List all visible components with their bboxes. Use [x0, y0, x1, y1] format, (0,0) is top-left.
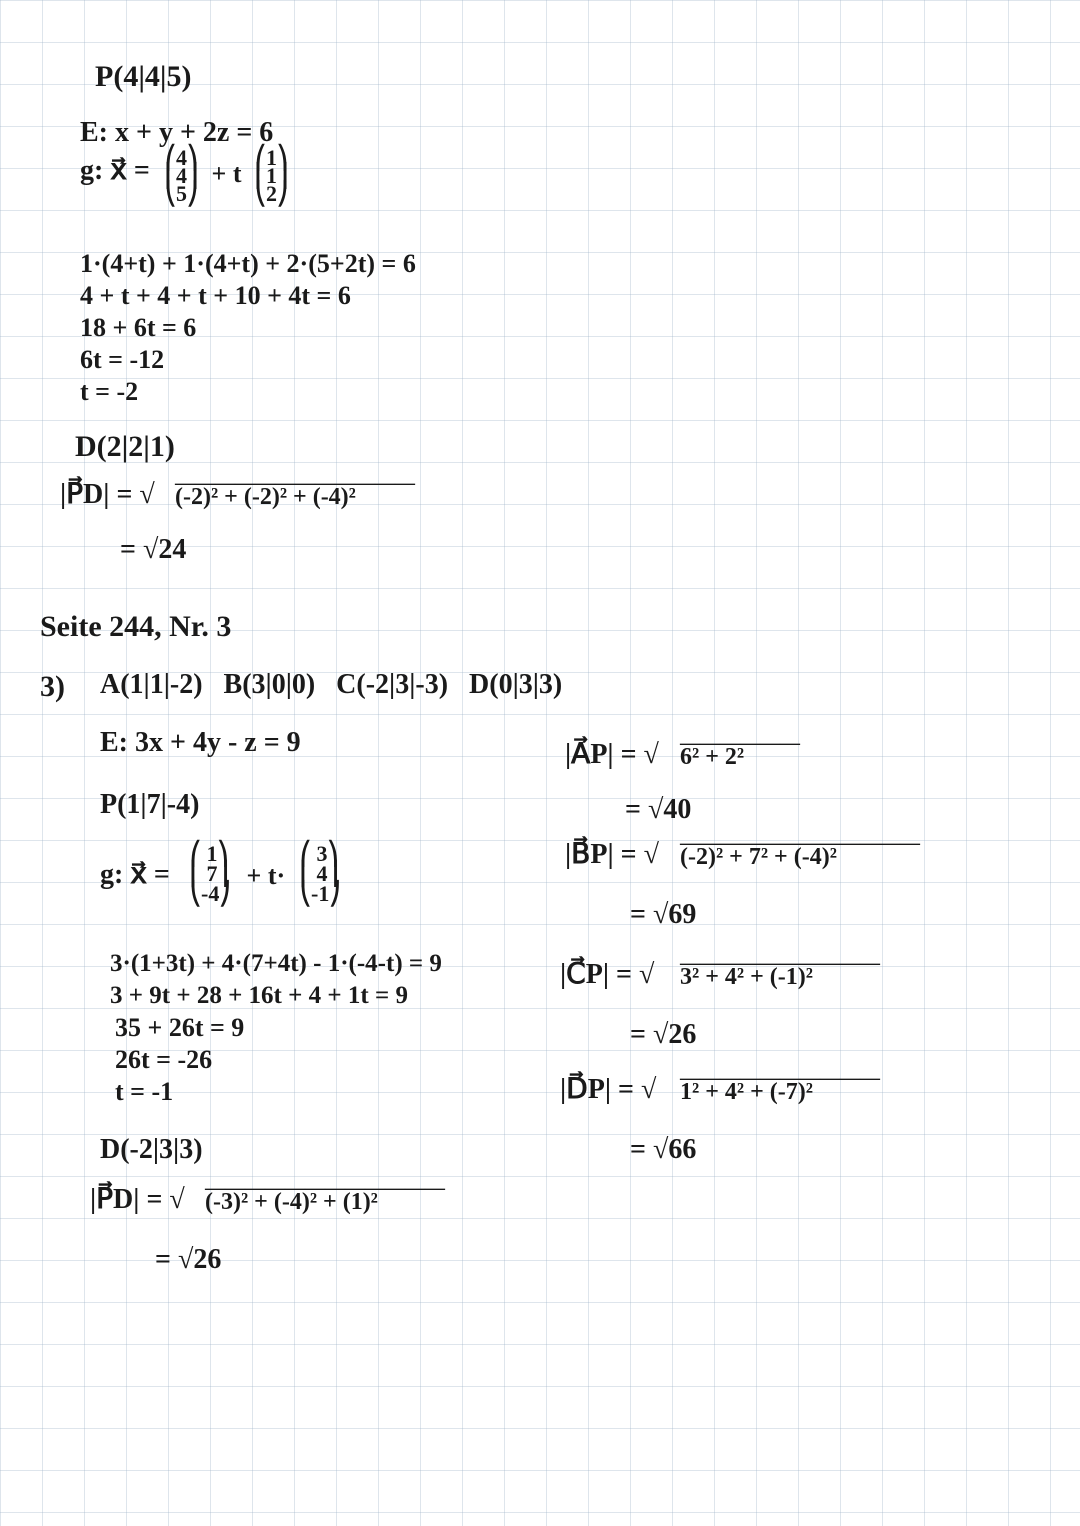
text-line: (-2)² + (-2)² + (-4)² [175, 484, 356, 510]
text-line: 3 + 9t + 28 + 16t + 4 + 1t = 9 [110, 982, 408, 1010]
text-line: 6² + 2² [680, 744, 744, 770]
text-line: (-3)² + (-4)² + (1)² [205, 1189, 378, 1215]
text-line: |D⃗P| = √ [560, 1075, 656, 1106]
text-line: ⎝2⎠ [255, 182, 288, 206]
text-line: t = -1 [115, 1078, 173, 1107]
text-line: |P⃗D| = √ [60, 480, 155, 511]
text-line: t = -2 [80, 378, 138, 407]
text-line: D(-2|3|3) [100, 1135, 203, 1166]
text-line: 3) [40, 670, 65, 703]
text-line: |B⃗P| = √ [565, 840, 659, 871]
text-line: A(1|1|-2) B(3|0|0) C(-2|3|-3) D(0|3|3) [100, 670, 562, 701]
text-line: 1·(4+t) + 1·(4+t) + 2·(5+2t) = 6 [80, 250, 416, 279]
text-line: 35 + 26t = 9 [115, 1014, 244, 1043]
text-line: ⎝5⎠ [165, 182, 198, 206]
text-line: P(1|7|-4) [100, 790, 199, 821]
graph-paper: P(4|4|5)E: x + y + 2z = 6g: x⃗ = ⎛4⎞⎜4⎟⎝… [0, 0, 1080, 1526]
text-line: P(4|4|5) [95, 60, 192, 93]
text-line: |C⃗P| = √ [560, 960, 654, 991]
text-line: g: x⃗ = [80, 156, 157, 187]
text-line: D(2|2|1) [75, 430, 175, 463]
text-line: + t· [240, 862, 285, 891]
text-line: 6t = -12 [80, 346, 164, 375]
text-line: = √26 [630, 1020, 696, 1051]
text-line: g: x⃗ = [100, 860, 177, 891]
text-line: ⎝-4⎠ [190, 882, 230, 906]
text-line: |P⃗D| = √ [90, 1185, 185, 1216]
text-line: = √24 [120, 535, 186, 566]
text-line: ⎝-1⎠ [300, 882, 340, 906]
text-line: 26t = -26 [115, 1046, 212, 1075]
text-line: 1² + 4² + (-7)² [680, 1079, 813, 1105]
text-line: = √40 [625, 795, 691, 826]
text-line: + t [205, 160, 248, 189]
text-line: 3·(1+3t) + 4·(7+4t) - 1·(-4-t) = 9 [110, 950, 442, 978]
text-line: |A⃗P| = √ [565, 740, 659, 771]
text-line: = √69 [630, 900, 696, 931]
text-line: 4 + t + 4 + t + 10 + 4t = 6 [80, 282, 351, 311]
text-line: = √26 [155, 1245, 221, 1276]
text-line: Seite 244, Nr. 3 [40, 610, 231, 643]
text-line: 18 + 6t = 6 [80, 314, 196, 343]
text-line: 3² + 4² + (-1)² [680, 964, 813, 990]
text-line: (-2)² + 7² + (-4)² [680, 844, 837, 870]
text-line: = √66 [630, 1135, 696, 1166]
text-line: E: 3x + 4y - z = 9 [100, 728, 301, 759]
